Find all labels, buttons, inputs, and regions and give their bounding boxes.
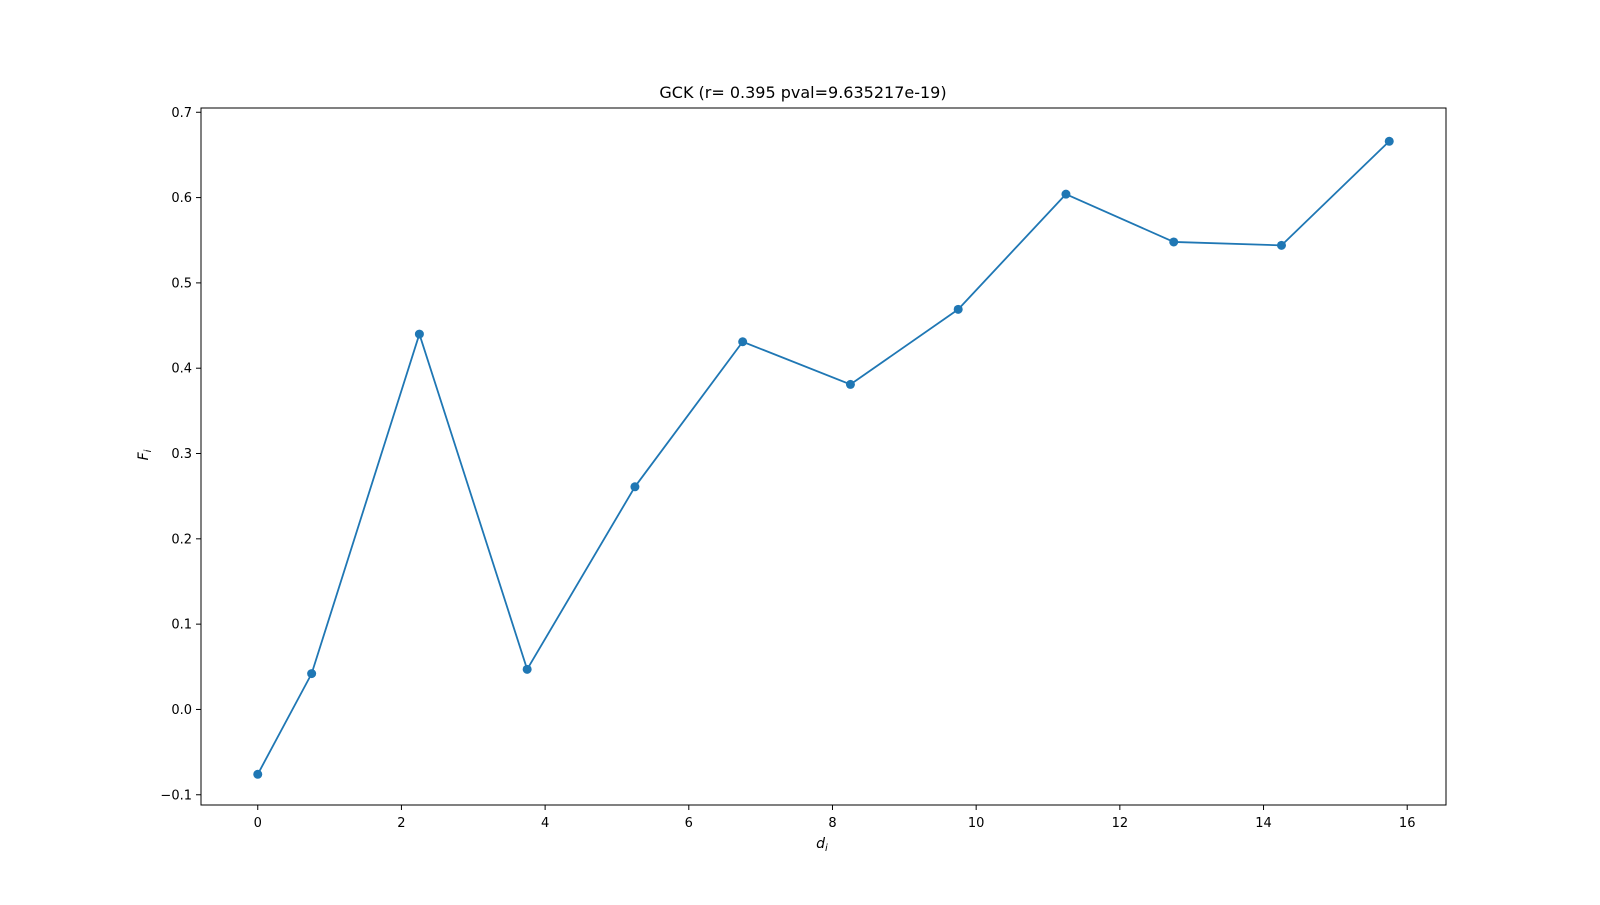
y-tick-label: 0.5 — [171, 276, 192, 291]
data-point — [522, 664, 532, 674]
data-point — [1276, 240, 1286, 250]
x-axis-label-main: d — [816, 836, 825, 852]
data-series — [253, 136, 1394, 779]
x-tick-label: 2 — [397, 816, 405, 831]
x-axis-label-subscript: i — [825, 843, 828, 854]
y-tick-label: 0.3 — [171, 447, 192, 462]
data-point — [1169, 237, 1179, 247]
y-tick-label: 0.6 — [171, 191, 192, 206]
x-tick-label: 10 — [968, 816, 985, 831]
data-point — [630, 482, 640, 492]
data-point — [1061, 189, 1071, 199]
plot-area-frame — [200, 107, 1447, 806]
x-tick-label: 4 — [541, 816, 549, 831]
y-tick-label: −0.1 — [160, 788, 192, 803]
data-point — [953, 304, 963, 314]
x-tick-label: 12 — [1112, 816, 1129, 831]
x-tick-label: 16 — [1399, 816, 1416, 831]
data-point — [414, 329, 424, 339]
data-point — [845, 379, 855, 389]
y-axis-label-main: F — [136, 451, 152, 460]
y-tick-label: 0.1 — [171, 618, 192, 633]
x-axis-ticks: 0 2 4 6 8 10 12 14 16 — [254, 805, 1416, 831]
x-tick-label: 14 — [1255, 816, 1272, 831]
x-axis-label: di — [816, 836, 828, 854]
y-axis-ticks: −0.1 0.0 0.1 0.2 0.3 0.4 0.5 0.6 0.7 — [160, 106, 201, 803]
y-axis-label-subscript: i — [143, 449, 154, 452]
series-line — [256, 140, 1390, 775]
data-point — [738, 337, 748, 347]
y-tick-label: 0.0 — [171, 703, 192, 718]
data-point — [1384, 136, 1394, 146]
x-tick-label: 0 — [254, 816, 262, 831]
y-tick-label: 0.2 — [171, 532, 192, 547]
y-tick-label: 0.4 — [171, 362, 192, 377]
x-tick-label: 6 — [685, 816, 693, 831]
data-point — [307, 669, 317, 679]
chart-title: GCK (r= 0.395 pval=9.635217e-19) — [659, 83, 946, 102]
y-tick-label: 0.7 — [171, 106, 192, 121]
x-tick-label: 8 — [828, 816, 836, 831]
data-point — [253, 769, 263, 779]
svg-text:di: di — [816, 836, 828, 854]
y-axis-label: Fi — [136, 449, 154, 460]
svg-text:Fi: Fi — [136, 449, 154, 460]
